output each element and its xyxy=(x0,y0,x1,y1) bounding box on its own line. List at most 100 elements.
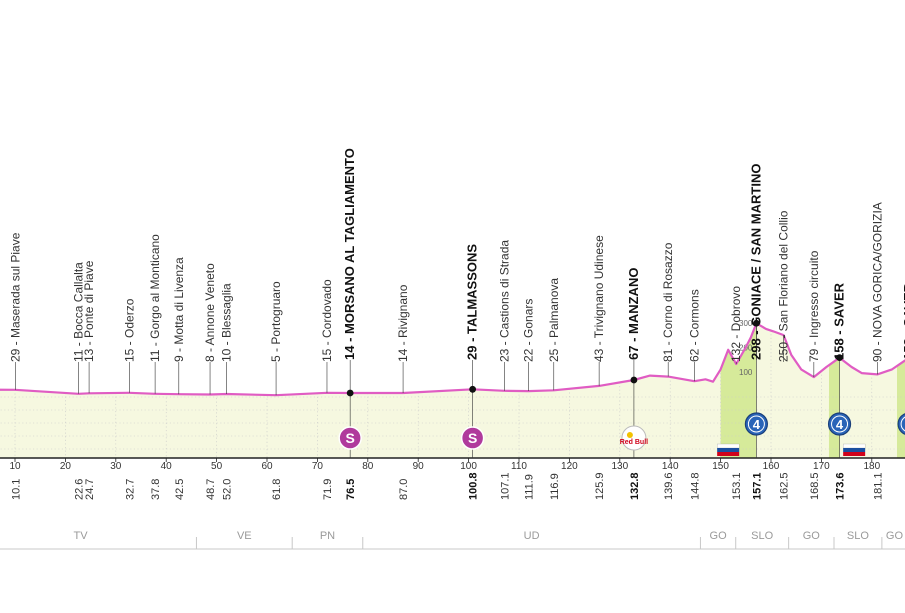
x-tick-label: 20 xyxy=(60,461,72,472)
waypoint-km: 157.1 xyxy=(751,472,763,500)
waypoint-km: 37.8 xyxy=(150,479,162,500)
region-label: PN xyxy=(320,530,335,542)
waypoint-name: 43 - Trivignano Udinese xyxy=(592,235,606,362)
waypoint-name: 15 - Cordovado xyxy=(320,279,334,362)
climb-shade-2 xyxy=(828,357,840,458)
waypoint-name: 62 - Cormons xyxy=(687,289,701,362)
waypoint-name: 158 - SAVER xyxy=(901,282,905,360)
waypoint-name: 10 - Blessaglia xyxy=(220,283,234,362)
waypoint-km: 125.9 xyxy=(594,472,606,500)
region-label: SLO xyxy=(751,530,773,542)
waypoint-km: 42.5 xyxy=(174,479,186,500)
x-tick-label: 160 xyxy=(763,461,780,472)
waypoint-km: 173.6 xyxy=(835,472,847,500)
waypoint-name: 11 - Gorgo al Monticano xyxy=(148,234,162,362)
region-label: GO xyxy=(803,530,821,542)
climb-marker-label: 4 xyxy=(753,417,761,432)
sprint-marker xyxy=(338,426,362,450)
waypoint-name: 22 - Gonars xyxy=(522,299,536,362)
x-tick-label: 70 xyxy=(312,461,324,472)
redbull-sun xyxy=(626,432,633,438)
x-tick-label: 100 xyxy=(460,461,477,472)
region-label: VE xyxy=(237,530,252,542)
x-tick-label: 130 xyxy=(611,461,628,472)
waypoint-km: 181.1 xyxy=(872,472,884,500)
x-tick-label: 60 xyxy=(261,461,273,472)
region-label: GO xyxy=(886,530,904,542)
region-label: GO xyxy=(710,530,728,542)
x-tick-label: 170 xyxy=(813,461,830,472)
x-tick-label: 150 xyxy=(712,461,729,472)
waypoint-name: 158 - SAVER xyxy=(832,282,847,360)
region-label: SLO xyxy=(847,530,869,542)
x-tick-label: 90 xyxy=(413,461,425,472)
waypoint-name: 15 - Oderzo xyxy=(122,298,136,362)
climb-marker-label: 4 xyxy=(836,417,844,432)
region-label: UD xyxy=(524,530,540,542)
climb-alt-tick: 300 xyxy=(739,319,753,328)
waypoint-km: 116.9 xyxy=(549,473,561,500)
flag-slovenia-blue xyxy=(717,448,740,452)
waypoint-km: 111.9 xyxy=(524,474,536,500)
flag-slovenia-blue xyxy=(843,448,866,452)
sprint-marker-label: S xyxy=(468,430,477,446)
waypoint-dot xyxy=(346,389,354,397)
climb-shade-3 xyxy=(897,360,905,458)
waypoint-km: 139.6 xyxy=(663,472,675,500)
x-tick-label: 80 xyxy=(362,461,374,472)
waypoint-km: 107.1 xyxy=(499,472,511,500)
waypoint-name: 132 - Dobrovo xyxy=(729,286,743,362)
waypoint-km: 132.8 xyxy=(629,472,641,500)
profile-line xyxy=(0,322,905,397)
x-tick-label: 10 xyxy=(9,461,21,472)
flag-slovenia xyxy=(717,443,740,449)
climb-marker-ring xyxy=(831,415,849,433)
waypoint-name: 23 - Castions di Strada xyxy=(497,240,511,362)
waypoint-dot xyxy=(836,354,843,362)
waypoint-dot xyxy=(469,385,477,393)
waypoint-name: 11 - Bocca Callalta xyxy=(72,262,86,362)
waypoint-km: 87.0 xyxy=(398,479,410,500)
x-tick-label: 140 xyxy=(662,461,679,472)
x-tick-label: 40 xyxy=(161,461,173,472)
waypoint-name: 25 - Palmanova xyxy=(547,278,561,362)
sprint-marker xyxy=(460,426,485,450)
flag-slovenia-red xyxy=(843,452,866,456)
sprint-marker-label: S xyxy=(345,430,354,446)
waypoint-name: 9 - Motta di Livenza xyxy=(172,257,186,362)
waypoint-km: 48.7 xyxy=(205,479,217,500)
waypoint-name: 29 - TALMASSONS xyxy=(465,244,480,360)
waypoint-km: 168.5 xyxy=(809,472,821,500)
x-tick-label: 110 xyxy=(511,461,527,472)
x-tick-label: 50 xyxy=(211,461,223,472)
waypoint-name: 90 - NOVA GORICA/GORIZIA xyxy=(870,202,884,362)
waypoint-km: 71.9 xyxy=(322,479,334,500)
x-tick-label: 180 xyxy=(863,461,880,472)
climb-marker-ring xyxy=(747,415,765,433)
waypoint-name: 250 - San Floriano del Collio xyxy=(777,210,791,362)
waypoint-km: 153.1 xyxy=(731,472,743,500)
waypoint-km: 162.5 xyxy=(779,472,791,500)
waypoint-km: 32.7 xyxy=(124,479,136,500)
waypoint-km: 24.7 xyxy=(84,479,96,500)
climb-alt-tick: 100 xyxy=(739,368,753,377)
x-tick-label: 120 xyxy=(561,461,578,472)
redbull-marker-label: Red Bull xyxy=(620,439,648,446)
x-tick-label: 30 xyxy=(110,461,122,472)
waypoint-name: 14 - Rivignano xyxy=(396,284,410,362)
waypoint-name: 5 - Portogruaro xyxy=(269,281,283,362)
waypoint-km: 61.8 xyxy=(271,479,283,500)
waypoint-name: 81 - Corno di Rosazzo xyxy=(661,242,675,362)
waypoint-name: 14 - MORSANO AL TAGLIAMENTO xyxy=(342,148,357,360)
waypoint-km: 100.8 xyxy=(468,472,480,500)
waypoint-name: 29 - Maserada sul Piave xyxy=(9,232,23,362)
redbull-marker xyxy=(621,425,647,451)
waypoint-km: 76.5 xyxy=(345,479,357,500)
flag-slovenia-red xyxy=(717,452,740,456)
waypoint-dot xyxy=(630,376,638,384)
waypoint-name: 67 - MANZANO xyxy=(626,268,641,360)
waypoint-name: 298 - GONIACE / SAN MARTINO xyxy=(748,164,763,360)
waypoint-name: 79 - Ingresso circuito xyxy=(807,250,821,362)
